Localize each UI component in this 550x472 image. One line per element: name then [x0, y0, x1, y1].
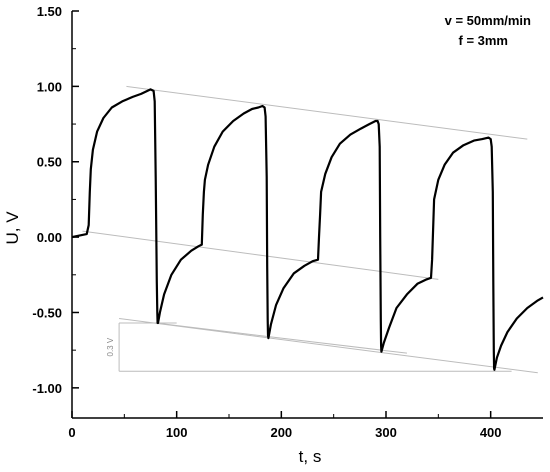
series-layer — [71, 88, 544, 371]
y-axis-title: U, V — [3, 211, 22, 245]
feed-parameter-label: f = 3mm — [459, 33, 509, 48]
drop-annotation: 0.3 V — [106, 323, 120, 372]
y-tick-label: -0.50 — [32, 305, 62, 320]
drop-label: 0.3 V — [106, 337, 115, 356]
x-tick-label: 300 — [375, 425, 397, 440]
speed-parameter-label: v = 50mm/min — [445, 13, 531, 28]
y-tick-label: 1.50 — [37, 4, 62, 19]
tick-labels: 0 100 200 300 400 -1.00 -0.50 0.00 0.50 1.00 1.50 — [32, 4, 501, 440]
x-tick-label: 400 — [480, 425, 502, 440]
guide-line-2 — [82, 230, 439, 280]
voltage-series-line — [71, 88, 544, 371]
y-tick-label: 0.00 — [37, 230, 62, 245]
guide-line-3 — [155, 322, 407, 354]
x-tick-label: 200 — [270, 425, 292, 440]
x-tick-label: 0 — [68, 425, 75, 440]
y-tick-label: -1.00 — [32, 381, 62, 396]
axes — [71, 11, 543, 419]
x-axis-title: t, s — [299, 447, 322, 466]
x-tick-label: 100 — [166, 425, 188, 440]
guide-line-1 — [126, 85, 528, 140]
guide-lines — [82, 85, 538, 374]
guide-line-4 — [119, 318, 538, 374]
y-tick-label: 1.00 — [37, 79, 62, 94]
y-tick-label: 0.50 — [37, 155, 62, 170]
